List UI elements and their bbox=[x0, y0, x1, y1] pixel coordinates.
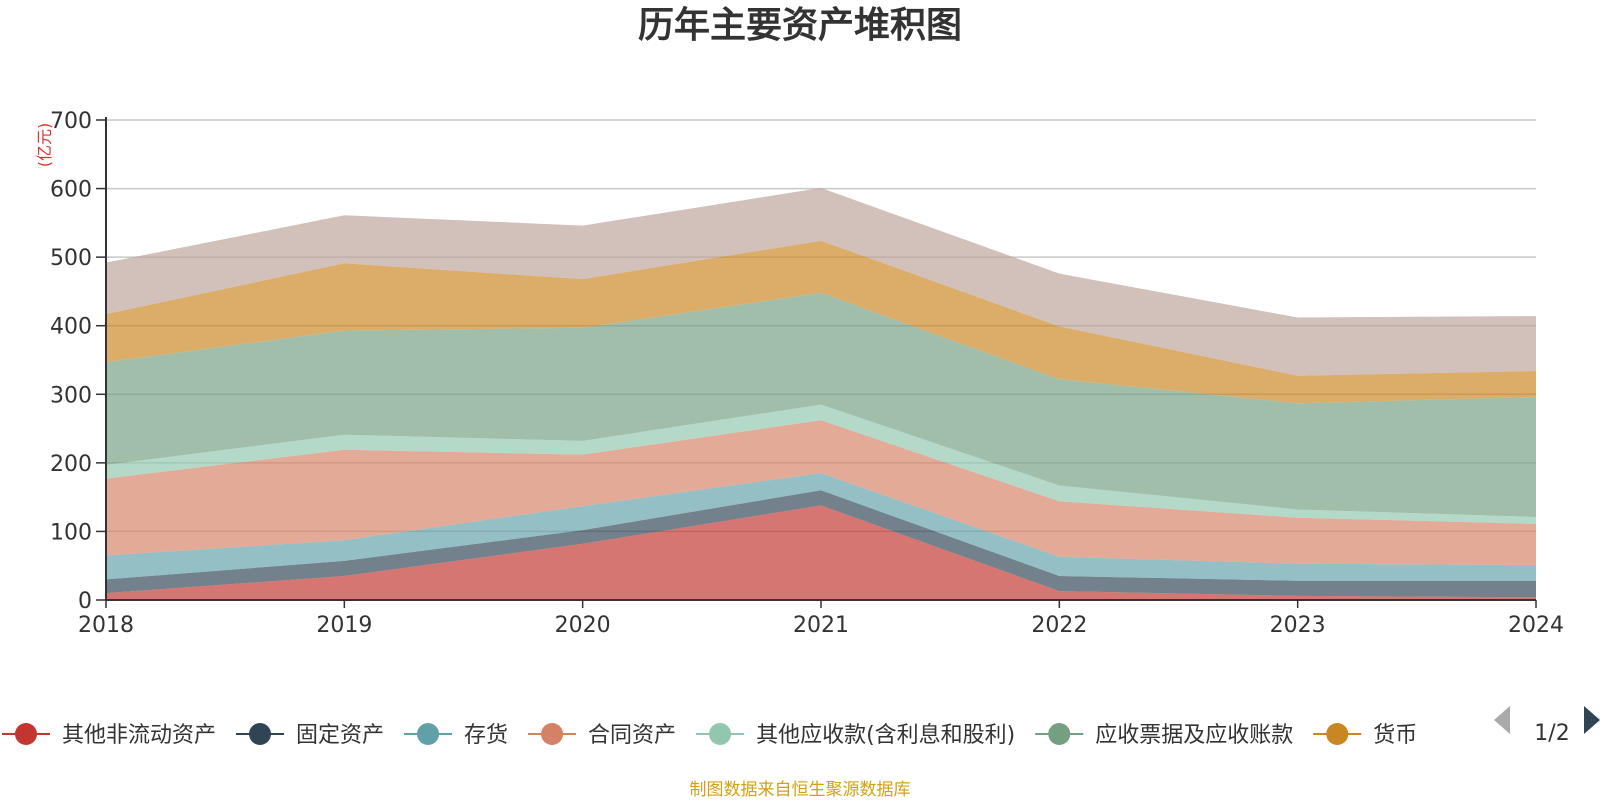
area-series bbox=[106, 187, 1536, 600]
legend-item-3[interactable]: 合同资产 bbox=[528, 723, 676, 748]
y-tick-label: 100 bbox=[50, 520, 92, 545]
x-tick-label: 2024 bbox=[1508, 613, 1564, 638]
x-tick-label: 2018 bbox=[78, 613, 134, 638]
area-3 bbox=[106, 420, 1536, 565]
y-tick-label: 0 bbox=[78, 589, 92, 614]
legend-item-0[interactable]: 其他非流动资产 bbox=[2, 723, 216, 748]
legend-marker bbox=[249, 723, 272, 745]
legend-label: 合同资产 bbox=[588, 723, 676, 748]
legend-label: 其他应收款(含利息和股利) bbox=[756, 723, 1015, 748]
legend-label: 应收票据及应收账款 bbox=[1095, 723, 1293, 748]
x-tick-label: 2021 bbox=[793, 613, 849, 638]
y-tick-label: 200 bbox=[50, 452, 92, 477]
legend-marker bbox=[417, 723, 440, 745]
chart-title: 历年主要资产堆积图 bbox=[638, 5, 962, 46]
legend-item-2[interactable]: 存货 bbox=[404, 723, 508, 748]
legend-marker bbox=[15, 723, 37, 745]
source-note: 制图数据来自恒生聚源数据库 bbox=[690, 780, 911, 800]
y-tick-label: 400 bbox=[50, 315, 92, 340]
axes: 0 100 200 300 400 500 600 700 2018 2019 2020 2021 20… bbox=[50, 109, 1564, 638]
area-1 bbox=[106, 490, 1536, 598]
y-tick-label: 600 bbox=[50, 178, 92, 203]
unit-label: (亿元) bbox=[35, 123, 54, 168]
y-tick-label: 500 bbox=[50, 246, 92, 271]
legend-item-6[interactable]: 货币 bbox=[1313, 723, 1417, 748]
legend-item-4[interactable]: 其他应收款(含利息和股利) bbox=[696, 723, 1015, 748]
legend-label: 其他非流动资产 bbox=[62, 723, 216, 748]
y-tick-label: 300 bbox=[50, 383, 92, 408]
legend-label: 货币 bbox=[1373, 723, 1417, 748]
legend-next-icon[interactable] bbox=[1584, 706, 1600, 734]
legend-label: 固定资产 bbox=[296, 723, 384, 748]
area-5 bbox=[106, 292, 1536, 517]
legend-item-5[interactable]: 应收票据及应收账款 bbox=[1035, 723, 1293, 748]
legend-prev-icon[interactable] bbox=[1494, 706, 1510, 734]
x-tick-label: 2022 bbox=[1031, 613, 1087, 638]
x-tick-label: 2023 bbox=[1270, 613, 1326, 638]
area-7 bbox=[106, 187, 1536, 376]
area-6 bbox=[106, 240, 1536, 404]
x-tick-label: 2019 bbox=[316, 613, 372, 638]
legend-marker bbox=[541, 723, 564, 745]
legend-label: 存货 bbox=[464, 723, 508, 748]
legend-item-1[interactable]: 固定资产 bbox=[236, 723, 384, 748]
legend[interactable]: 其他非流动资产 固定资产 存货 合同资产 其他应收款(含利息和股利) 应收票据及应收账款 货… bbox=[2, 723, 1417, 748]
legend-pager: 1/2 bbox=[1494, 706, 1600, 746]
legend-marker bbox=[1048, 723, 1071, 745]
area-2 bbox=[106, 473, 1536, 581]
x-tick-label: 2020 bbox=[555, 613, 611, 638]
legend-page-label: 1/2 bbox=[1534, 721, 1569, 746]
area-0 bbox=[106, 505, 1536, 600]
y-tick-label: 700 bbox=[50, 109, 92, 134]
legend-marker bbox=[1326, 723, 1349, 745]
legend-marker bbox=[709, 723, 732, 745]
